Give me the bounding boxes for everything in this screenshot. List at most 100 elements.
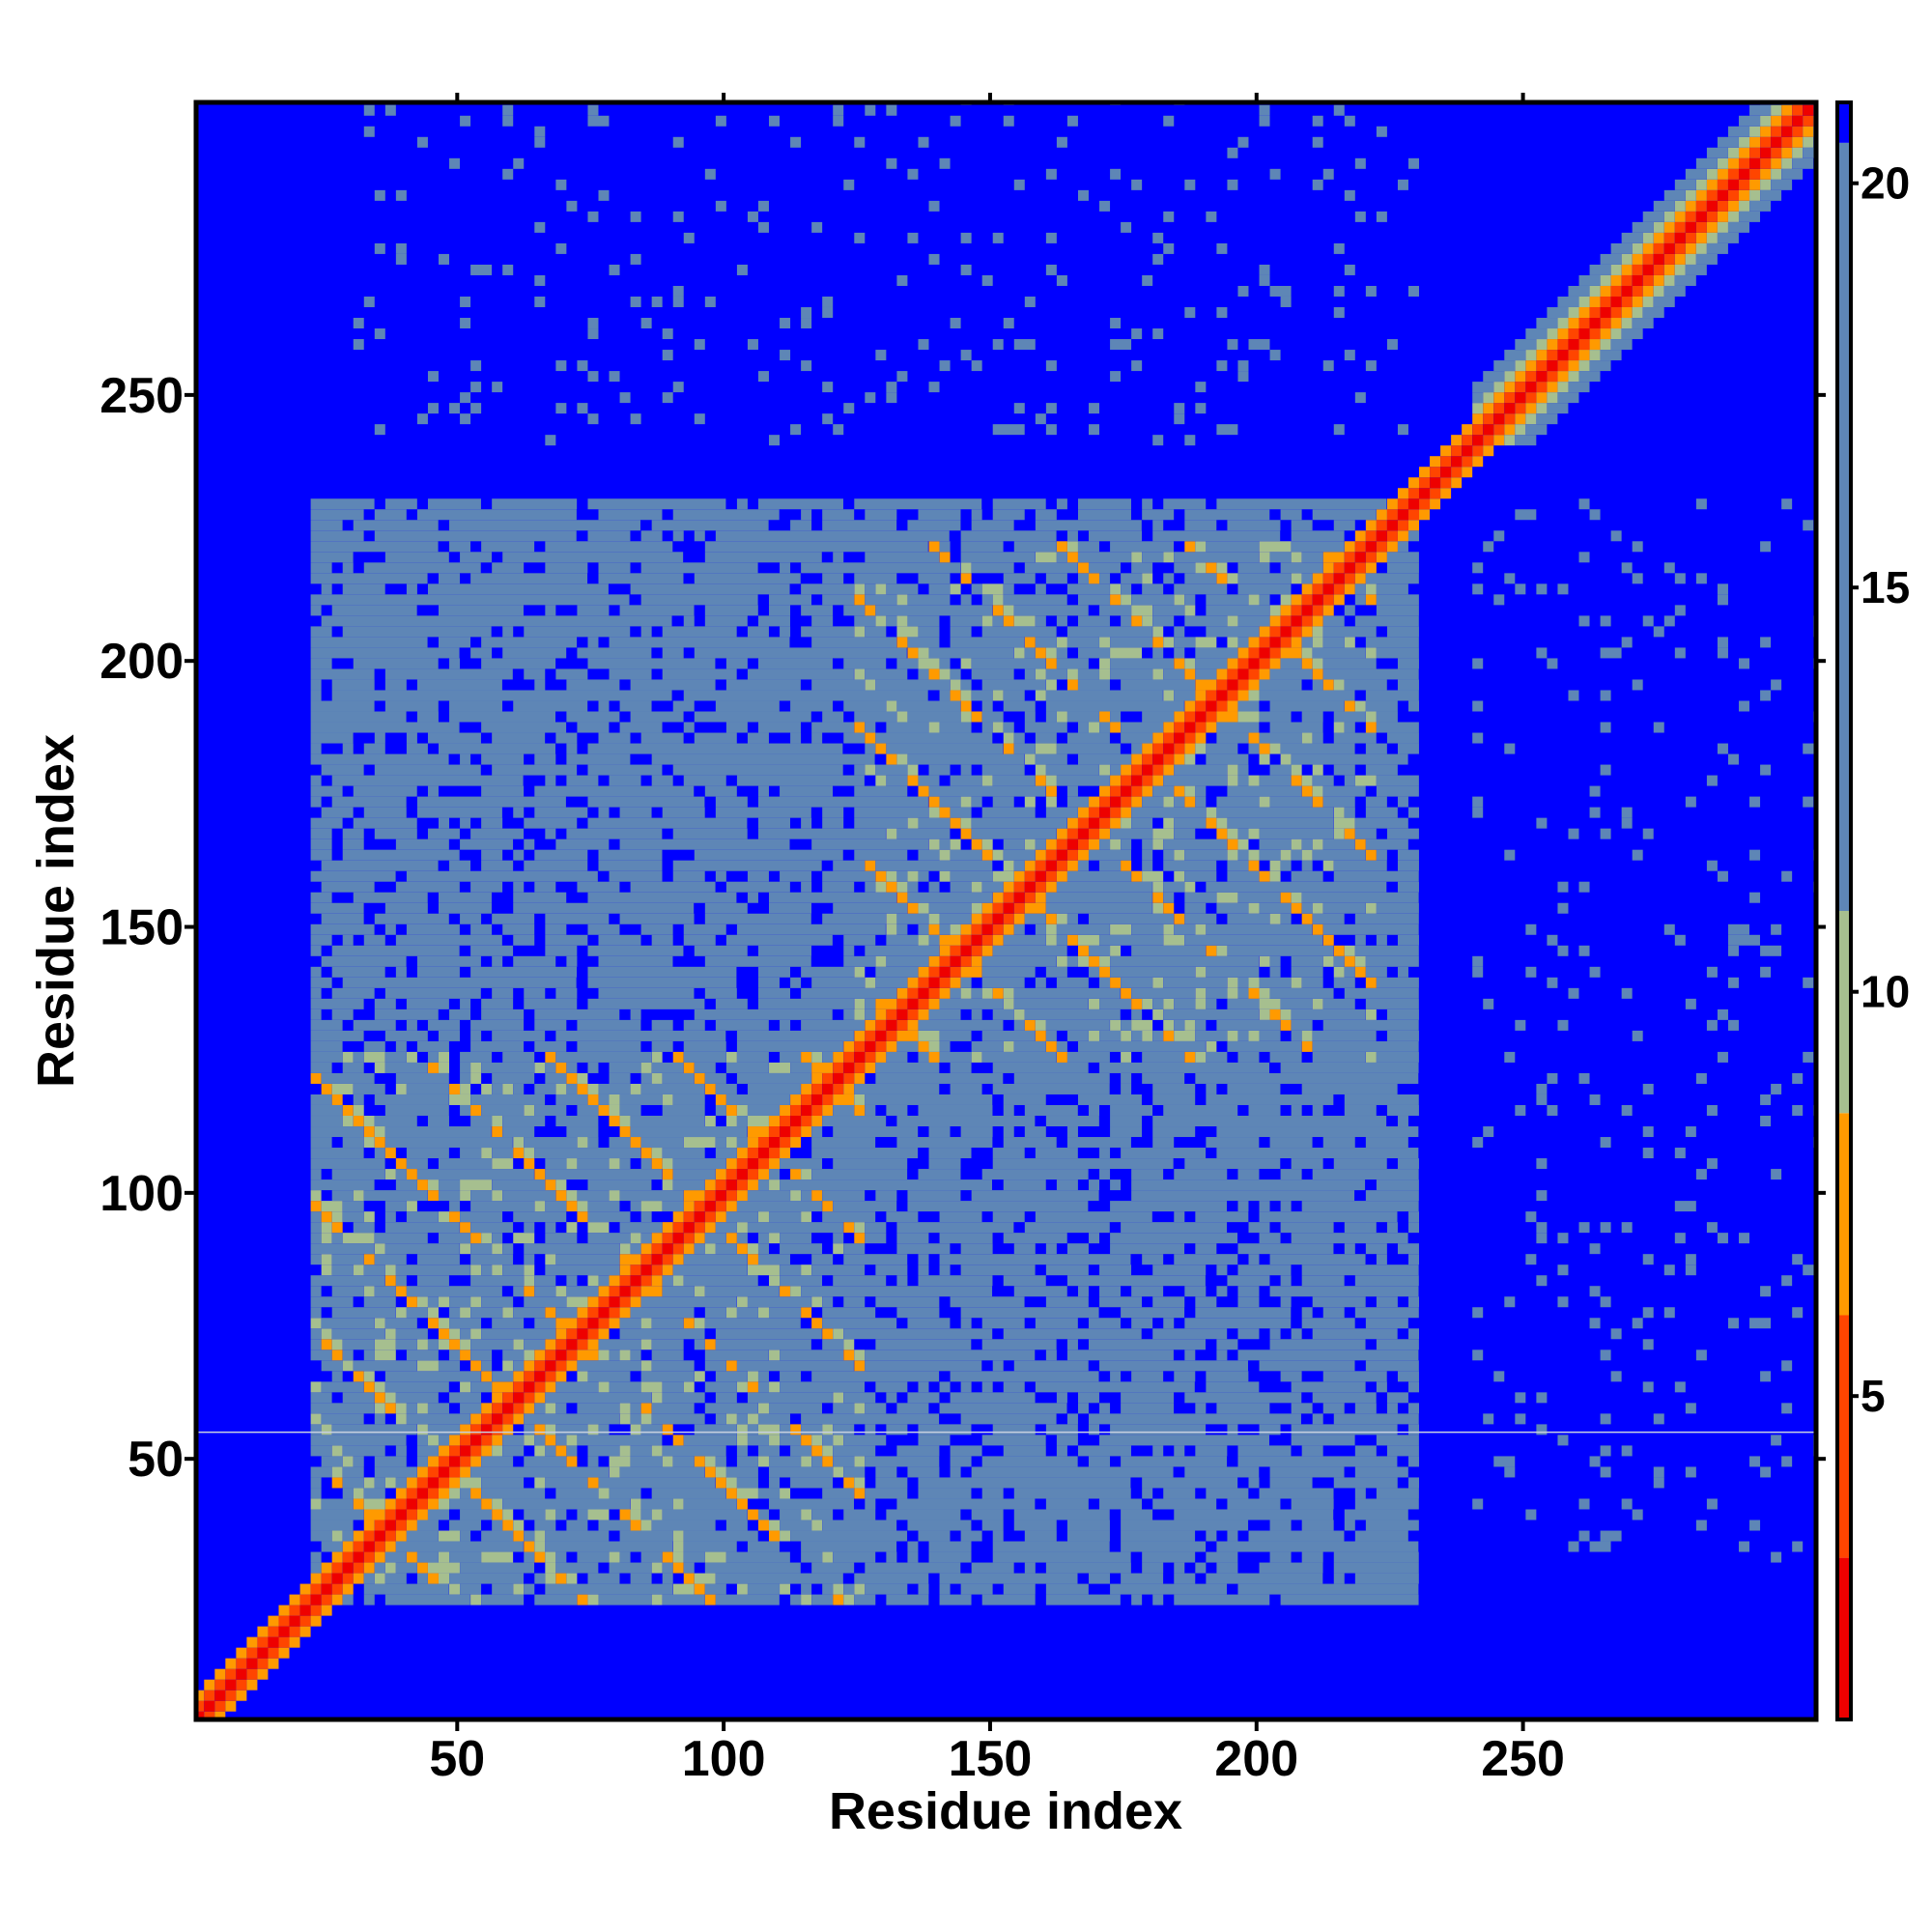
heat-cell xyxy=(1354,1307,1419,1319)
heat-cell xyxy=(1301,637,1313,648)
heat-cell xyxy=(1035,923,1046,935)
heat-cell xyxy=(1365,711,1377,723)
heat-cell xyxy=(1206,211,1217,222)
heat-cell xyxy=(609,1466,620,1478)
heat-cell xyxy=(780,1179,992,1191)
heat-cell xyxy=(214,1679,226,1690)
heat-cell xyxy=(1045,892,1152,903)
heat-cell xyxy=(769,605,791,616)
heat-cell xyxy=(619,1275,631,1287)
heat-cell xyxy=(918,998,929,1009)
heat-cell xyxy=(1354,1445,1377,1457)
heat-cell xyxy=(513,1148,525,1159)
heat-cell xyxy=(416,1509,428,1520)
heat-cell xyxy=(672,1435,684,1446)
heat-cell xyxy=(1163,881,1185,893)
heat-cell xyxy=(1397,966,1408,978)
heat-cell xyxy=(1397,679,1419,691)
heat-cell xyxy=(1089,945,1111,956)
heat-cell xyxy=(1376,711,1398,723)
heat-cell xyxy=(1056,274,1067,286)
heat-cell xyxy=(416,509,577,521)
heat-cell xyxy=(1376,902,1419,914)
heat-cell xyxy=(609,1350,620,1361)
heat-cell xyxy=(801,307,812,319)
heat-cell xyxy=(907,711,961,723)
heat-cell xyxy=(1174,1445,1185,1457)
y-tick-label: 100 xyxy=(99,1166,184,1222)
heat-cell xyxy=(672,211,684,222)
heat-cell xyxy=(843,1243,866,1255)
heat-cell xyxy=(1781,1403,1793,1414)
heat-cell xyxy=(1515,339,1537,351)
heat-cell xyxy=(587,318,599,329)
heat-cell xyxy=(310,1222,322,1234)
heat-cell xyxy=(1077,955,1089,967)
heat-cell xyxy=(1035,753,1067,765)
heat-cell xyxy=(1547,403,1569,414)
heat-cell xyxy=(886,1104,908,1116)
heat-cell xyxy=(524,1371,535,1382)
heat-cell xyxy=(694,1211,705,1223)
heat-cell xyxy=(1376,583,1408,595)
heat-cell xyxy=(1174,785,1185,797)
heat-cell xyxy=(918,658,940,669)
heat-cell xyxy=(950,1083,982,1094)
heat-cell xyxy=(1632,1509,1643,1520)
heat-cell xyxy=(1195,1051,1207,1063)
heat-cell xyxy=(1600,1350,1611,1361)
heat-cell xyxy=(992,1541,1110,1552)
heat-cell xyxy=(780,1275,823,1287)
heat-cell xyxy=(854,498,982,510)
heat-cell xyxy=(598,955,673,967)
heat-cell xyxy=(1142,796,1164,808)
heat-cell xyxy=(416,1179,428,1191)
heat-cell xyxy=(950,1062,972,1073)
heat-cell xyxy=(1333,307,1345,319)
heat-cell xyxy=(1685,200,1696,212)
heat-cell xyxy=(1045,1296,1089,1308)
heat-cell xyxy=(683,1551,705,1563)
heat-cell xyxy=(736,1233,748,1244)
heat-cell xyxy=(662,1286,695,1297)
heat-cell xyxy=(981,626,1057,638)
heat-cell xyxy=(971,1009,982,1020)
heat-cell xyxy=(1706,1158,1718,1170)
heat-cell xyxy=(907,977,919,988)
heat-cell xyxy=(833,1072,844,1084)
heat-cell xyxy=(769,1233,781,1244)
heat-cell xyxy=(672,382,684,393)
heat-cell xyxy=(619,392,631,404)
heat-cell xyxy=(694,1456,705,1467)
heat-cell xyxy=(640,594,758,606)
heat-cell xyxy=(1110,796,1122,808)
heat-cell xyxy=(1269,1286,1419,1297)
heat-cell xyxy=(1099,764,1111,776)
heat-cell xyxy=(406,1498,417,1510)
heat-cell xyxy=(1056,647,1067,659)
heat-cell xyxy=(502,1424,514,1435)
heat-cell xyxy=(715,700,780,712)
heat-cell xyxy=(651,1339,684,1350)
heat-cell xyxy=(1045,1243,1057,1255)
heat-cell xyxy=(1674,200,1686,212)
heat-cell xyxy=(481,1083,493,1094)
heat-cell xyxy=(310,796,322,808)
heat-cell xyxy=(1259,552,1270,563)
heat-cell xyxy=(310,1477,322,1489)
heat-cell xyxy=(683,1381,695,1393)
heat-cell xyxy=(662,807,705,818)
heat-cell xyxy=(545,1573,556,1584)
heat-cell xyxy=(1376,541,1387,553)
heat-cell xyxy=(736,1030,854,1041)
heat-cell xyxy=(353,318,364,329)
heat-cell xyxy=(555,179,567,190)
heat-cell xyxy=(1259,998,1281,1009)
heat-cell xyxy=(981,1456,1078,1467)
heat-cell xyxy=(427,1498,439,1510)
heat-cell xyxy=(460,998,471,1009)
heat-cell xyxy=(1333,424,1345,436)
heat-cell xyxy=(960,530,1057,542)
heat-cell xyxy=(1024,860,1036,871)
heat-cell xyxy=(1110,807,1122,818)
